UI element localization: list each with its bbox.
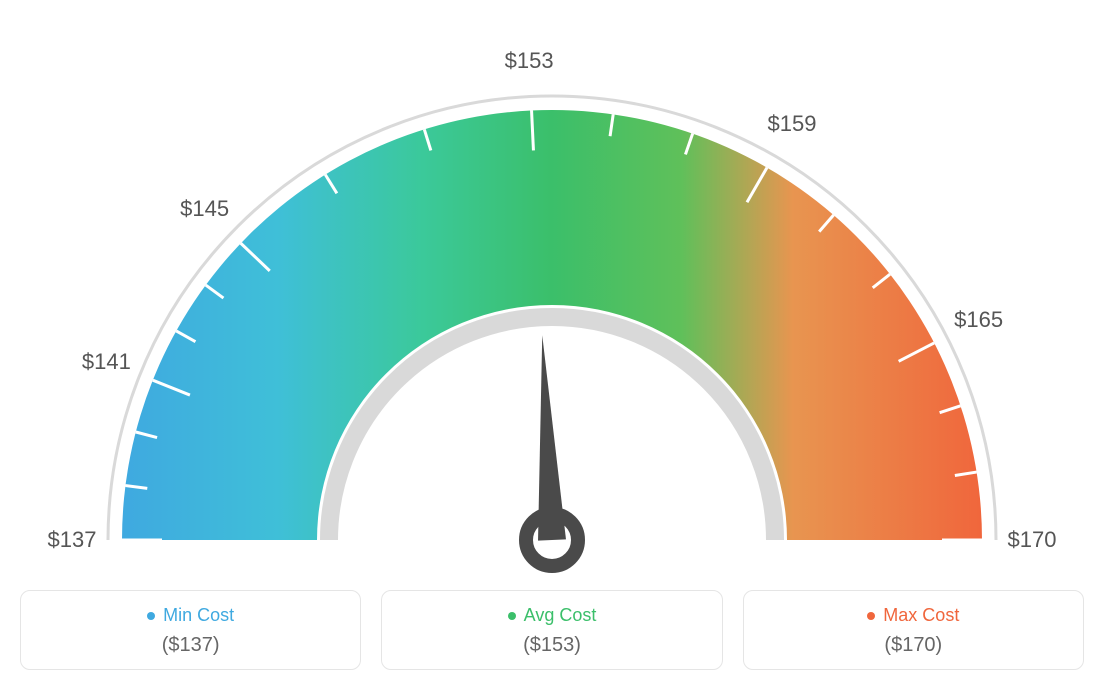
dot-icon (508, 612, 516, 620)
legend-max-text: Max Cost (883, 605, 959, 626)
legend-min: Min Cost ($137) (20, 590, 361, 670)
legend-avg-text: Avg Cost (524, 605, 597, 626)
gauge-tick-label: $137 (48, 527, 97, 553)
legend-max-label: Max Cost (867, 605, 959, 626)
gauge-tick-label: $145 (180, 196, 229, 222)
legend-avg: Avg Cost ($153) (381, 590, 722, 670)
legend-min-text: Min Cost (163, 605, 234, 626)
gauge-tick-label: $153 (505, 48, 554, 74)
legend-max: Max Cost ($170) (743, 590, 1084, 670)
legend-avg-label: Avg Cost (508, 605, 597, 626)
legend-min-label: Min Cost (147, 605, 234, 626)
dot-icon (147, 612, 155, 620)
gauge-tick-label: $159 (768, 111, 817, 137)
legend-avg-value: ($153) (382, 634, 721, 657)
legend-min-value: ($137) (21, 634, 360, 657)
gauge-tick-label: $165 (954, 307, 1003, 333)
gauge-tick-label: $170 (1008, 527, 1057, 553)
dot-icon (867, 612, 875, 620)
gauge-chart: $137 $141 $145 $153 $159 $165 $170 (0, 0, 1104, 580)
legend-row: Min Cost ($137) Avg Cost ($153) Max Cost… (0, 590, 1104, 670)
legend-max-value: ($170) (744, 634, 1083, 657)
cost-gauge-widget: $137 $141 $145 $153 $159 $165 $170 Min Cost ($… (0, 0, 1104, 690)
gauge-tick-label: $141 (82, 349, 131, 375)
